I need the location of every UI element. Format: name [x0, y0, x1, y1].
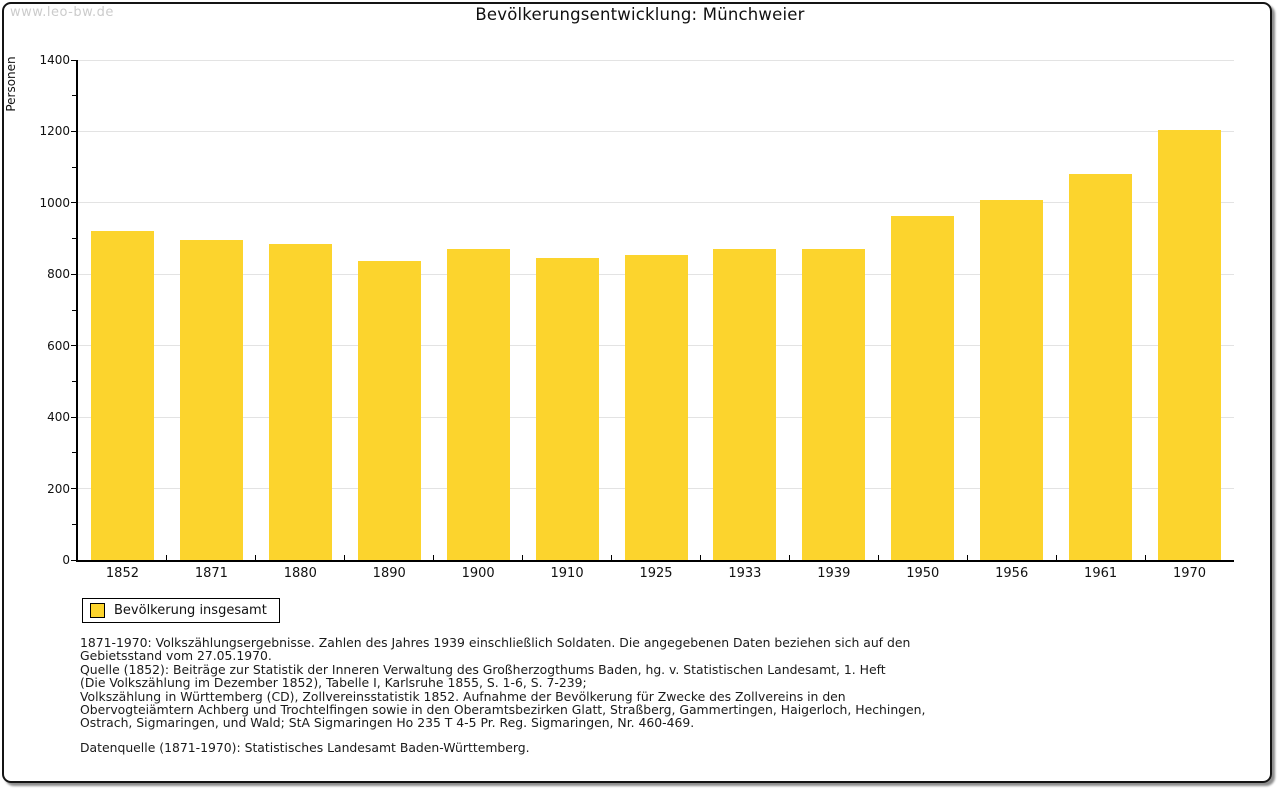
- gridline: [78, 202, 1234, 204]
- y-tick-major: [71, 345, 76, 347]
- x-axis-label: 1880: [283, 566, 317, 581]
- footnotes: 1871-1970: Volkszählungsergebnisse. Zahl…: [80, 635, 926, 755]
- x-axis-label: 1890: [372, 566, 406, 581]
- x-axis-label: 1900: [461, 566, 495, 581]
- footnote-line: Volkszählung in Württemberg (CD), Zollve…: [80, 688, 846, 704]
- bar-1880: [268, 244, 332, 560]
- y-tick-major: [71, 416, 76, 418]
- footnote-line: (Die Volkszählung im Dezember 1852), Tab…: [80, 675, 587, 691]
- footnote-line: Obervogteiämtern Achberg und Trochtelfin…: [80, 702, 926, 718]
- x-axis-label: 1950: [906, 566, 940, 581]
- y-tick-label: 800: [47, 267, 70, 282]
- footnote-line: Ostrach, Sigmaringen, und Wald; StA Sigm…: [80, 715, 695, 731]
- y-axis-label: Personen: [4, 56, 18, 112]
- footnote-line: Quelle (1852): Beiträge zur Statistik de…: [80, 661, 886, 677]
- footnote-line: 1871-1970: Volkszählungsergebnisse. Zahl…: [80, 635, 911, 650]
- bar-1950: [891, 216, 955, 560]
- datasource-line: Datenquelle (1871-1970): Statistisches L…: [80, 739, 530, 755]
- y-tick-label: 1400: [39, 53, 70, 67]
- x-axis-label: 1910: [550, 566, 584, 581]
- gridline: [78, 130, 1234, 132]
- y-tick-minor: [72, 95, 76, 97]
- x-tick: [433, 555, 435, 560]
- y-tick-major: [71, 59, 76, 61]
- x-tick: [699, 555, 701, 560]
- y-tick-minor: [72, 238, 76, 240]
- x-tick: [877, 555, 879, 560]
- y-tick-label: 600: [47, 338, 70, 353]
- x-tick: [522, 555, 524, 560]
- x-tick: [344, 555, 346, 560]
- bar-1933: [713, 249, 777, 560]
- bar-1910: [535, 257, 599, 560]
- x-tick: [1144, 555, 1146, 560]
- bar-1970: [1158, 129, 1222, 560]
- x-axis-label: 1933: [728, 566, 762, 581]
- bar-1852: [90, 231, 154, 560]
- x-axis-label: 1956: [995, 566, 1029, 581]
- bar-1939: [802, 249, 866, 560]
- gridline: [78, 59, 1234, 61]
- y-tick-major: [71, 130, 76, 132]
- x-axis-label: 1961: [1084, 566, 1118, 581]
- chart-title: Bevölkerungsentwicklung: Münchweier: [475, 5, 805, 24]
- y-tick-minor: [72, 523, 76, 525]
- x-tick: [611, 555, 613, 560]
- y-tick-minor: [72, 380, 76, 382]
- x-tick: [166, 555, 168, 560]
- x-tick: [788, 555, 790, 560]
- x-axis-label: 1970: [1172, 566, 1207, 581]
- y-tick-minor: [72, 309, 76, 311]
- y-tick-label: 400: [47, 410, 70, 425]
- x-tick: [966, 555, 968, 560]
- x-axis-label: 1871: [194, 566, 228, 581]
- x-tick: [1055, 555, 1057, 560]
- legend-label: Bevölkerung insgesamt: [114, 603, 267, 618]
- bar-1925: [624, 255, 688, 560]
- bar-1961: [1069, 173, 1133, 560]
- bar-1871: [179, 239, 243, 560]
- watermark: www.leo-bw.de: [10, 5, 114, 20]
- y-tick-major: [71, 202, 76, 204]
- y-tick-major: [71, 488, 76, 490]
- y-tick-label: 200: [47, 481, 70, 496]
- bar-1900: [446, 248, 510, 560]
- y-tick-label: 1000: [39, 195, 70, 210]
- bar-1956: [980, 200, 1044, 560]
- y-tick-label: 1200: [39, 124, 70, 139]
- x-tick: [255, 555, 257, 560]
- x-axis-label: 1925: [639, 566, 673, 581]
- legend-swatch: [90, 603, 105, 618]
- plot-area: 0 200 400 600 800 1000 1200 1400 1852 1871 1880 18…: [39, 53, 1234, 581]
- y-tick-label: 0: [62, 553, 70, 567]
- y-tick-major: [71, 273, 76, 275]
- x-axis-label: 1939: [817, 566, 851, 581]
- y-tick-major: [71, 559, 76, 561]
- footnote-line: Gebietsstand vom 27.05.1970.: [80, 648, 272, 664]
- y-tick-minor: [72, 452, 76, 454]
- y-tick-minor: [72, 166, 76, 168]
- bar-1890: [357, 260, 421, 560]
- x-axis-label: 1852: [105, 566, 139, 581]
- legend: Bevölkerung insgesamt: [82, 598, 280, 623]
